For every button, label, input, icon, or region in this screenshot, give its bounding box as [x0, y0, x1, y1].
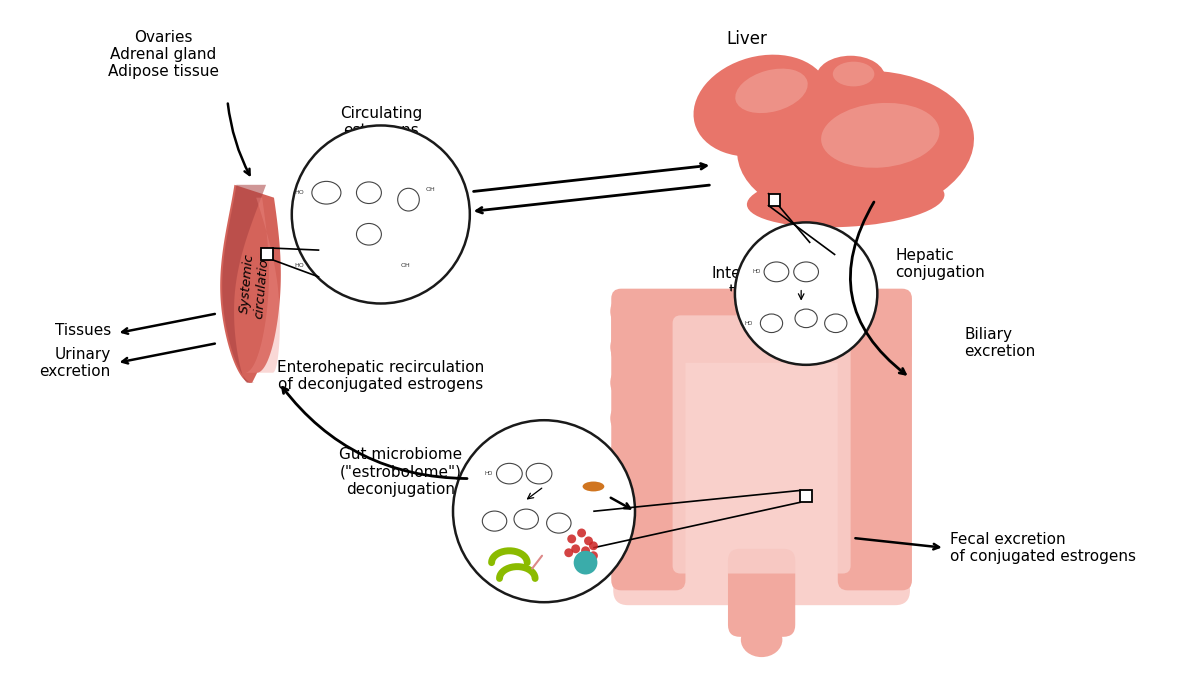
FancyBboxPatch shape: [261, 248, 273, 260]
Text: HO: HO: [744, 321, 753, 326]
Text: Ovaries
Adrenal gland
Adipose tissue: Ovaries Adrenal gland Adipose tissue: [107, 29, 218, 80]
Text: Enterohepatic recirculation
of deconjugated estrogens: Enterohepatic recirculation of deconjuga…: [278, 359, 484, 392]
Text: HO: HO: [484, 471, 492, 476]
Ellipse shape: [740, 623, 782, 657]
Ellipse shape: [746, 172, 945, 228]
Ellipse shape: [611, 297, 632, 326]
Circle shape: [578, 528, 586, 537]
FancyBboxPatch shape: [727, 549, 795, 637]
FancyBboxPatch shape: [769, 194, 781, 206]
Ellipse shape: [611, 475, 632, 504]
Ellipse shape: [856, 290, 888, 313]
Ellipse shape: [886, 358, 908, 387]
Ellipse shape: [820, 290, 852, 313]
Text: HO: HO: [295, 263, 305, 269]
Circle shape: [292, 126, 470, 304]
Ellipse shape: [886, 429, 908, 459]
Ellipse shape: [746, 290, 778, 313]
Circle shape: [589, 551, 598, 560]
Polygon shape: [222, 185, 266, 383]
Ellipse shape: [710, 290, 742, 313]
Ellipse shape: [886, 465, 908, 494]
Ellipse shape: [736, 68, 808, 113]
Text: Circulating
estrogens: Circulating estrogens: [340, 105, 422, 138]
Ellipse shape: [673, 290, 705, 313]
Ellipse shape: [611, 332, 632, 362]
Circle shape: [589, 542, 598, 550]
FancyBboxPatch shape: [613, 299, 911, 605]
Circle shape: [574, 551, 598, 574]
Circle shape: [735, 223, 877, 365]
Ellipse shape: [611, 510, 632, 540]
FancyBboxPatch shape: [673, 315, 850, 574]
Ellipse shape: [821, 103, 939, 168]
Text: HO: HO: [752, 269, 761, 274]
Ellipse shape: [637, 290, 668, 313]
Ellipse shape: [611, 546, 632, 576]
Ellipse shape: [611, 368, 632, 397]
Text: Fecal excretion
of conjugated estrogens: Fecal excretion of conjugated estrogens: [950, 532, 1136, 564]
Text: Hepatic
conjugation: Hepatic conjugation: [895, 248, 985, 280]
Text: Urinary
excretion: Urinary excretion: [39, 347, 111, 379]
FancyBboxPatch shape: [612, 289, 912, 363]
Text: Gut microbiome
("estrobolome")
deconjugation: Gut microbiome ("estrobolome") deconjuga…: [339, 447, 462, 496]
Circle shape: [572, 544, 580, 554]
Text: Tissues: Tissues: [54, 322, 111, 338]
Polygon shape: [220, 185, 281, 383]
Ellipse shape: [611, 439, 632, 468]
Ellipse shape: [582, 482, 605, 491]
Circle shape: [567, 535, 576, 543]
Circle shape: [454, 420, 635, 602]
Ellipse shape: [693, 54, 830, 157]
Ellipse shape: [611, 403, 632, 433]
Ellipse shape: [737, 70, 974, 220]
Polygon shape: [246, 198, 280, 373]
Ellipse shape: [816, 56, 886, 101]
Text: HO: HO: [295, 191, 305, 195]
Circle shape: [585, 537, 593, 545]
Ellipse shape: [886, 500, 908, 530]
Circle shape: [565, 549, 573, 557]
Ellipse shape: [783, 290, 815, 313]
Text: Systemic
circulation: Systemic circulation: [237, 248, 272, 320]
Ellipse shape: [886, 394, 908, 423]
Text: OH: OH: [400, 263, 411, 269]
Circle shape: [581, 547, 590, 555]
Text: OH: OH: [425, 187, 435, 192]
Ellipse shape: [886, 322, 908, 352]
Ellipse shape: [833, 61, 874, 87]
FancyBboxPatch shape: [801, 491, 813, 503]
Ellipse shape: [886, 536, 908, 565]
Text: Biliary
excretion: Biliary excretion: [965, 327, 1036, 359]
Text: Intestinal
tract: Intestinal tract: [711, 266, 782, 299]
FancyBboxPatch shape: [612, 304, 685, 591]
FancyBboxPatch shape: [837, 333, 912, 591]
Text: Liver: Liver: [726, 29, 768, 47]
